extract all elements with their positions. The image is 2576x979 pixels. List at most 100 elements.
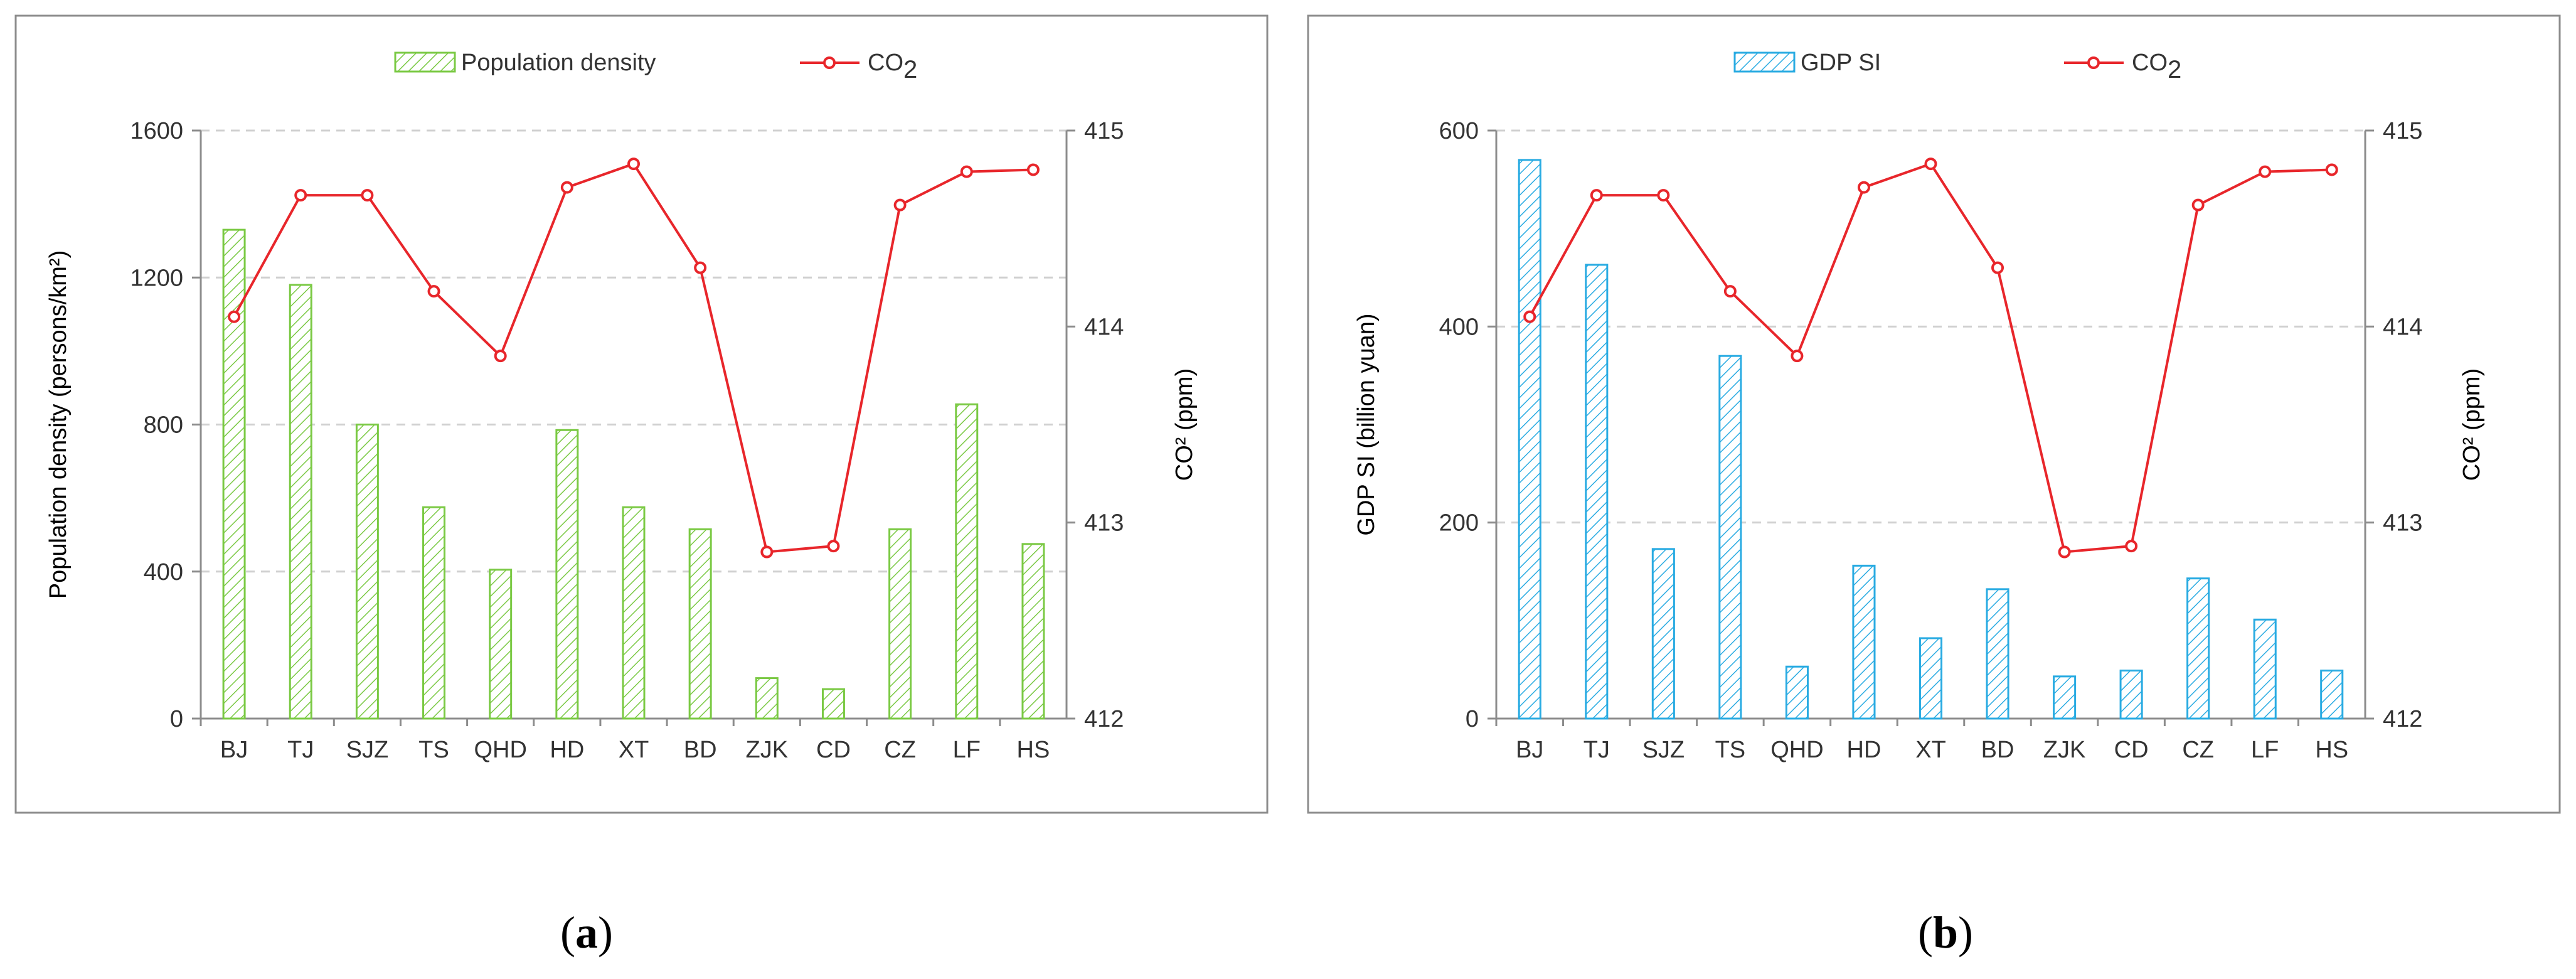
legend-line-marker [2087,56,2100,69]
co2-point [694,261,707,274]
co2-point [827,540,840,553]
y-tick-label-right: 412 [2383,706,2422,732]
x-tick-label: QHD [474,737,526,763]
x-tick-label: BJ [220,737,248,763]
bar [289,284,312,720]
legend-line-subscript: 2 [2168,56,2181,83]
co2-point [1523,310,1536,323]
y-axis-title-left: Population density (persons/km²) [45,250,72,599]
caption-a-letter: a [575,907,598,958]
x-tick-label: SJZ [346,737,389,763]
co2-point [361,189,374,202]
legend-line-label: CO2 [2132,50,2181,83]
bar [955,403,979,720]
co2-point [1657,189,1670,202]
x-tick-label: ZJK [2043,737,2086,763]
co2-point [494,350,507,363]
y-axis-title-right: CO² (ppm) [1171,368,1198,481]
caption-b-letter: b [1932,907,1959,958]
co2-point [1991,261,2004,274]
bar [688,528,712,720]
co2-point [2191,198,2205,211]
bar [622,506,646,720]
y-tick-label-right: 413 [1084,510,1124,537]
x-tick-label: XT [1915,737,1946,763]
bar [1585,264,1609,720]
x-tick-label: TS [1715,737,1746,763]
x-tick-label: ZJK [746,737,789,763]
co2-point [1723,285,1737,298]
x-tick-label: BD [684,737,717,763]
co2-point [893,198,907,211]
co2-point [760,545,774,559]
bar [555,429,579,720]
y-tick-label-left: 0 [1466,706,1479,732]
x-tick-label: BJ [1516,737,1543,763]
y-tick-label-left: 800 [144,412,183,439]
bar [888,528,912,720]
bar [2186,577,2210,720]
y-tick-label-right: 412 [1084,706,1124,732]
y-tick-label-left: 1600 [130,118,183,144]
legend-line-subscript: 2 [903,56,917,83]
co2-point [2325,163,2338,176]
bar [1518,159,1541,720]
y-axis-title-right: CO² (ppm) [2459,368,2485,481]
bar [1718,355,1742,720]
x-tick-label: CZ [884,737,916,763]
y-tick-label-left: 0 [170,706,183,732]
co2-point [627,158,640,171]
y-tick-label-left: 400 [1439,314,1479,340]
x-tick-label: HD [550,737,584,763]
bar [1986,588,2009,720]
x-tick-label: HS [2315,737,2348,763]
y-tick-label-left: 600 [1439,118,1479,144]
co2-point [427,285,440,298]
co2-point [2058,545,2071,559]
y-tick-label-right: 414 [2383,314,2422,340]
bar [489,569,513,720]
legend-bar-swatch [394,51,456,73]
bar [2253,618,2277,720]
x-tick-label: TS [418,737,449,763]
y-tick-label-left: 200 [1439,510,1479,537]
co2-point [560,181,573,194]
x-tick-label: CZ [2182,737,2214,763]
x-tick-label: QHD [1770,737,1823,763]
bar [1919,637,1943,720]
x-tick-label: HD [1847,737,1881,763]
x-tick-label: LF [2251,737,2279,763]
bar [2320,669,2344,720]
caption-a: (a) [560,907,613,958]
co2-line [1528,162,2332,554]
y-axis-title-left: GDP SI (billion yuan) [1353,313,1380,535]
co2-point [2259,165,2272,178]
co2-point [228,310,241,323]
bar [355,424,379,720]
x-tick-label: TJ [1583,737,1610,763]
bar [1852,564,1876,720]
chart-frame [14,14,1269,814]
bar [1785,665,1809,720]
co2-point [294,189,307,202]
x-tick-label: LF [953,737,981,763]
co2-point [1590,189,1603,202]
bar [755,677,779,720]
bar [1651,548,1675,720]
x-tick-label: BD [1981,737,2014,763]
bar [1021,543,1045,720]
y-tick-label-left: 1200 [130,265,183,291]
y-tick-label-right: 414 [1084,314,1124,340]
co2-point [960,165,973,178]
x-tick-label: SJZ [1642,737,1685,763]
legend-bar-swatch [1733,51,1796,73]
bar [2119,669,2143,720]
x-tick-label: HS [1017,737,1050,763]
co2-point [1924,158,1937,171]
bar [821,688,845,720]
y-tick-label-right: 413 [2383,510,2422,537]
y-tick-label-left: 400 [144,559,183,586]
